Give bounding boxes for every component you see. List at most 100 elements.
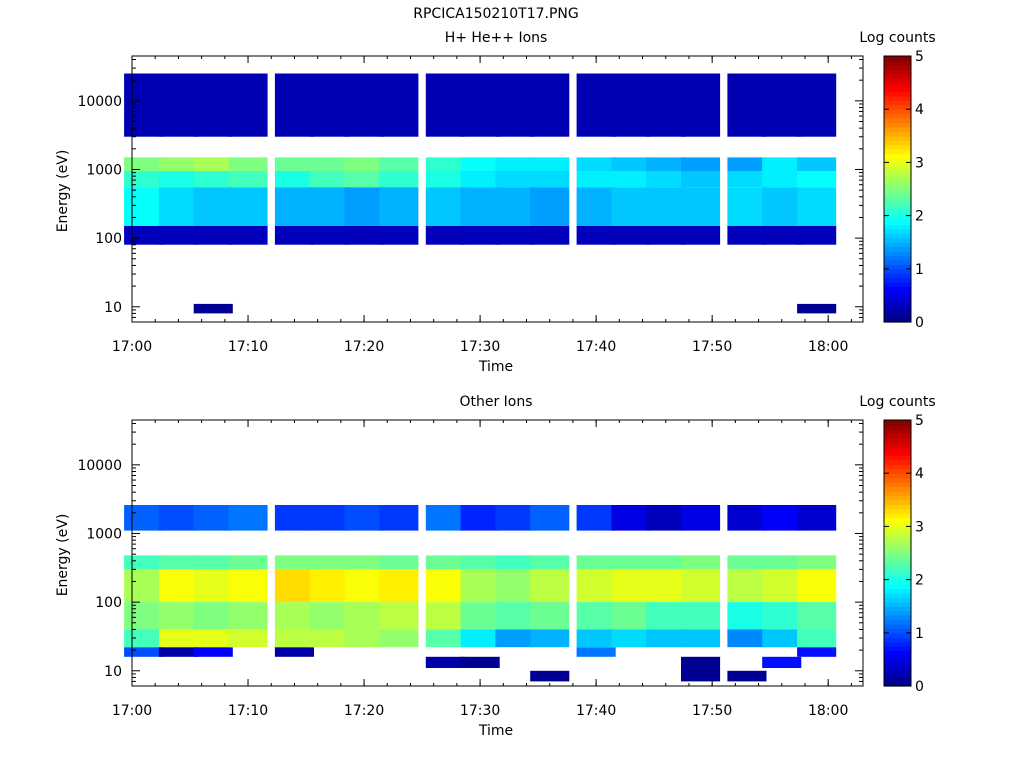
colorbar-segment bbox=[884, 588, 911, 594]
heatmap-cell bbox=[576, 171, 616, 188]
colorbar-segment bbox=[884, 228, 911, 234]
heatmap-cell bbox=[344, 505, 384, 531]
heatmap-cell bbox=[681, 629, 721, 648]
heatmap-cell bbox=[576, 226, 616, 245]
colorbar: 0 1 2 3 4 5 Log counts bbox=[859, 30, 935, 331]
heatmap-cell bbox=[611, 171, 651, 188]
heatmap-cell bbox=[379, 157, 419, 171]
heatmap-cell bbox=[611, 569, 651, 603]
heatmap-cell bbox=[797, 226, 837, 245]
colorbar-segment bbox=[884, 220, 911, 226]
heatmap-cell bbox=[681, 226, 721, 245]
y-tick-label: 100 bbox=[95, 231, 122, 247]
colorbar-segment bbox=[884, 264, 911, 270]
heatmap-cell bbox=[797, 303, 837, 314]
heatmap-cell bbox=[762, 171, 802, 188]
heatmap-cell bbox=[460, 226, 500, 245]
heatmap-cell bbox=[495, 505, 535, 531]
colorbar-segment bbox=[884, 140, 911, 146]
heatmap-cell bbox=[576, 157, 616, 171]
colorbar-segment bbox=[884, 490, 911, 496]
heatmap-cell bbox=[274, 505, 314, 531]
heatmap-cell bbox=[530, 157, 570, 171]
heatmap-cell bbox=[681, 555, 721, 570]
heatmap-cell bbox=[309, 226, 349, 245]
colorbar-segment bbox=[884, 495, 911, 501]
colorbar-label: Log counts bbox=[859, 394, 935, 410]
heatmap-cell bbox=[425, 73, 465, 137]
colorbar-segment bbox=[884, 317, 911, 323]
heatmap-cell bbox=[611, 226, 651, 245]
heatmap-cell bbox=[124, 569, 164, 603]
heatmap-cell bbox=[228, 629, 268, 648]
colorbar-segment bbox=[884, 539, 911, 545]
heatmap-cell bbox=[158, 555, 198, 570]
heatmap-cell bbox=[576, 569, 616, 603]
colorbar-segment bbox=[884, 517, 911, 523]
colorbar-segment bbox=[884, 597, 911, 603]
colorbar-segment bbox=[884, 184, 911, 190]
colorbar-segment bbox=[884, 668, 911, 674]
colorbar-segment bbox=[884, 60, 911, 66]
heatmap-cell bbox=[797, 505, 837, 531]
heatmap-cell bbox=[228, 505, 268, 531]
heatmap-cell bbox=[797, 629, 837, 648]
colorbar-segment bbox=[884, 672, 911, 678]
colorbar-segment bbox=[884, 641, 911, 647]
heatmap-cell bbox=[309, 505, 349, 531]
heatmap-cell bbox=[379, 569, 419, 603]
heatmap-cell bbox=[460, 505, 500, 531]
heatmap-cell bbox=[344, 602, 384, 630]
heatmap-cell bbox=[762, 73, 802, 137]
heatmap-cell bbox=[646, 73, 686, 137]
heatmap-cell bbox=[274, 73, 314, 137]
x-tick-label: 17:50 bbox=[692, 339, 732, 355]
colorbar-segment bbox=[884, 654, 911, 660]
heatmap-cell bbox=[576, 73, 616, 137]
y-tick-label: 10 bbox=[104, 300, 122, 316]
colorbar-segment bbox=[884, 513, 911, 519]
colorbar-segment bbox=[884, 482, 911, 488]
heatmap-cell bbox=[309, 187, 349, 226]
heatmap-cell bbox=[681, 157, 721, 171]
colorbar-tick-label: 2 bbox=[915, 209, 924, 225]
heatmap-cell bbox=[379, 226, 419, 245]
y-tick-label: 1000 bbox=[86, 162, 122, 178]
heatmap-cell bbox=[425, 629, 465, 648]
heatmap-cell bbox=[460, 602, 500, 630]
heatmap-cell bbox=[797, 171, 837, 188]
panel-2: 17:00 17:10 17:20 17:30 17:40 17:50 18:0010100… bbox=[55, 394, 936, 739]
colorbar-segment bbox=[884, 78, 911, 84]
colorbar-tick-label: 1 bbox=[915, 626, 924, 642]
colorbar-segment bbox=[884, 193, 911, 199]
heatmap-cell bbox=[495, 187, 535, 226]
heatmap-cell bbox=[124, 555, 164, 570]
heatmap-cell bbox=[274, 187, 314, 226]
colorbar-segment bbox=[884, 433, 911, 439]
colorbar-segment bbox=[884, 91, 911, 97]
heatmap-cell bbox=[727, 505, 767, 531]
colorbar-segment bbox=[884, 504, 911, 510]
colorbar-segment bbox=[884, 570, 911, 576]
colorbar-tick-label: 0 bbox=[915, 679, 924, 695]
x-tick-label: 17:10 bbox=[228, 339, 268, 355]
heatmap-cell bbox=[344, 73, 384, 137]
colorbar-segment bbox=[884, 473, 911, 479]
heatmap-cell bbox=[762, 157, 802, 171]
x-axis-label: Time bbox=[478, 723, 513, 739]
colorbar-segment bbox=[884, 113, 911, 119]
colorbar-tick-label: 1 bbox=[915, 262, 924, 278]
heatmap-cell bbox=[646, 555, 686, 570]
colorbar-segment bbox=[884, 646, 911, 652]
heatmap-cell bbox=[158, 569, 198, 603]
heatmap-cell bbox=[124, 647, 164, 657]
heatmap-cell bbox=[530, 555, 570, 570]
colorbar-tick-label: 3 bbox=[915, 155, 924, 171]
heatmap-cell bbox=[762, 656, 802, 668]
heatmap-cell bbox=[379, 629, 419, 648]
colorbar-segment bbox=[884, 290, 911, 296]
heatmap-cell bbox=[344, 171, 384, 188]
heatmap-cell bbox=[425, 226, 465, 245]
colorbar-segment bbox=[884, 166, 911, 172]
heatmap-cell bbox=[727, 226, 767, 245]
